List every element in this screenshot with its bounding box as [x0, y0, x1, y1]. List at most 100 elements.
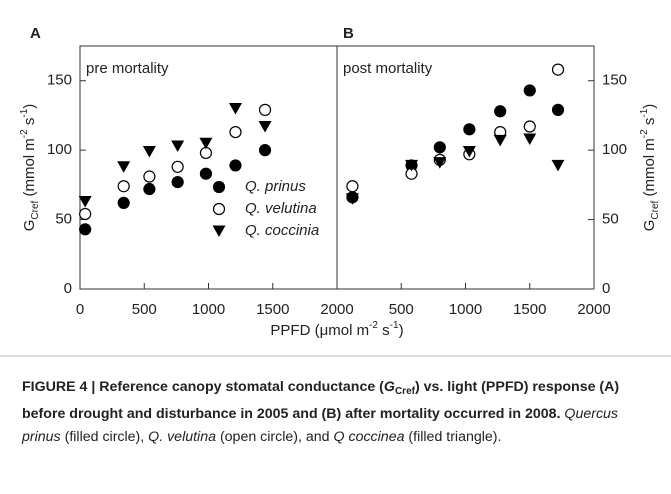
point [346, 180, 359, 193]
axis-label-part: ) [399, 322, 404, 339]
legend-label: Q. coccinia [245, 222, 319, 239]
x-axis-label: PPFD (μmol m-2 s-1) [270, 320, 403, 339]
caption-text: Cref [394, 386, 415, 397]
y-tick-label: 150 [47, 72, 72, 89]
plot-frame [336, 45, 595, 290]
y-axis-label: GCref (mmol m-2 s-1) [639, 104, 661, 232]
point [78, 196, 92, 208]
point [523, 84, 536, 97]
point [258, 121, 272, 133]
caption-text: (open circle), and [216, 429, 334, 445]
point [551, 103, 565, 116]
caption-text: (filled circle), [60, 429, 149, 445]
x-tick-label: 1500 [256, 301, 289, 318]
caption-text: Q coccinea [333, 429, 405, 445]
x-tick-label: 1500 [513, 301, 546, 318]
legend-symbol [212, 180, 226, 194]
axis-label-part: s [641, 118, 658, 130]
point [463, 123, 476, 136]
point [258, 144, 272, 157]
x-tick-label: 0 [76, 301, 84, 318]
y-tick-label: 50 [55, 211, 72, 228]
caption-text: Q. velutina [148, 429, 216, 445]
axis-label-part: Cref [650, 200, 661, 219]
x-tick-label: 500 [132, 301, 157, 318]
caption-text: ) vs. light (PPFD) response (A) before d… [22, 379, 620, 422]
axis-label-part: ) [641, 104, 658, 109]
plot-frame [79, 45, 338, 290]
point [142, 146, 156, 158]
caption-bold: FIGURE 4 | Reference canopy stomatal con… [22, 379, 619, 422]
point [117, 180, 130, 193]
point [171, 140, 185, 152]
legend-symbol [212, 225, 226, 237]
y-tick-label: 50 [602, 211, 619, 228]
axis-label-part: -1 [639, 108, 650, 117]
point [117, 161, 131, 173]
point [143, 182, 156, 196]
point [494, 105, 507, 118]
axis-label-part: mol m [328, 322, 369, 339]
axis-label-part: (mmol m [21, 138, 38, 201]
y-tick-label: 100 [47, 141, 72, 158]
point [228, 102, 242, 115]
axis-label-part: Cref [30, 200, 41, 219]
point [143, 170, 156, 183]
point [462, 146, 476, 158]
point [433, 141, 446, 154]
panel-label: A [30, 25, 41, 42]
x-tick-label: 2000 [577, 301, 610, 318]
point [523, 120, 536, 133]
point [171, 160, 184, 173]
point [345, 193, 359, 205]
point [117, 196, 130, 210]
point [433, 157, 447, 169]
y-tick-label: 0 [64, 280, 72, 297]
axis-label-part: -1 [390, 320, 399, 331]
panel-title: pre mortality [86, 60, 169, 77]
point [229, 159, 242, 172]
x-tick-label: 2000 [320, 301, 353, 318]
x-tick-label: 500 [389, 301, 414, 318]
point [79, 207, 92, 221]
point [551, 159, 565, 172]
caption-text: FIGURE 4 | Reference canopy stomatal con… [22, 379, 384, 395]
axis-label-part: -2 [369, 320, 378, 331]
y-axis-label: GCref (mmol m-2 s-1) [19, 104, 41, 232]
caption: FIGURE 4 | Reference canopy stomatal con… [22, 376, 654, 449]
caption-text: G [383, 379, 395, 395]
axis-label-part: G [641, 220, 658, 232]
legend-label: Q. prinus [245, 178, 306, 195]
point [551, 63, 565, 76]
axis-label-part: s [21, 118, 38, 130]
y-tick-label: 100 [602, 141, 627, 158]
caption-text: (filled triangle). [404, 429, 502, 445]
axis-label-part: -2 [639, 129, 650, 138]
point [493, 134, 507, 147]
legend-symbol [212, 202, 226, 216]
x-tick-label: 1000 [449, 301, 482, 318]
axis-label-part: s [378, 322, 390, 339]
panel-label: B [343, 25, 354, 42]
y-tick-label: 0 [602, 280, 610, 297]
caption-text: Quercus prinus [22, 406, 619, 445]
y-tick-label: 150 [602, 72, 627, 89]
point [523, 133, 537, 146]
axis-label-part: PPFD ( [270, 322, 319, 339]
axis-label-part: μ [320, 322, 329, 339]
axis-label-part: ) [21, 104, 38, 109]
legend-label: Q. velutina [245, 200, 317, 217]
point [171, 175, 184, 189]
axis-label-part: -2 [19, 129, 30, 138]
panel-title: post mortality [343, 60, 433, 77]
point [199, 167, 213, 180]
point [405, 159, 419, 172]
point [258, 103, 272, 116]
axis-label-part: -1 [19, 108, 30, 117]
axis-label-part: G [21, 220, 38, 232]
x-tick-label: 1000 [192, 301, 225, 318]
point [79, 223, 92, 236]
axis-label-part: (mmol m [641, 138, 658, 201]
